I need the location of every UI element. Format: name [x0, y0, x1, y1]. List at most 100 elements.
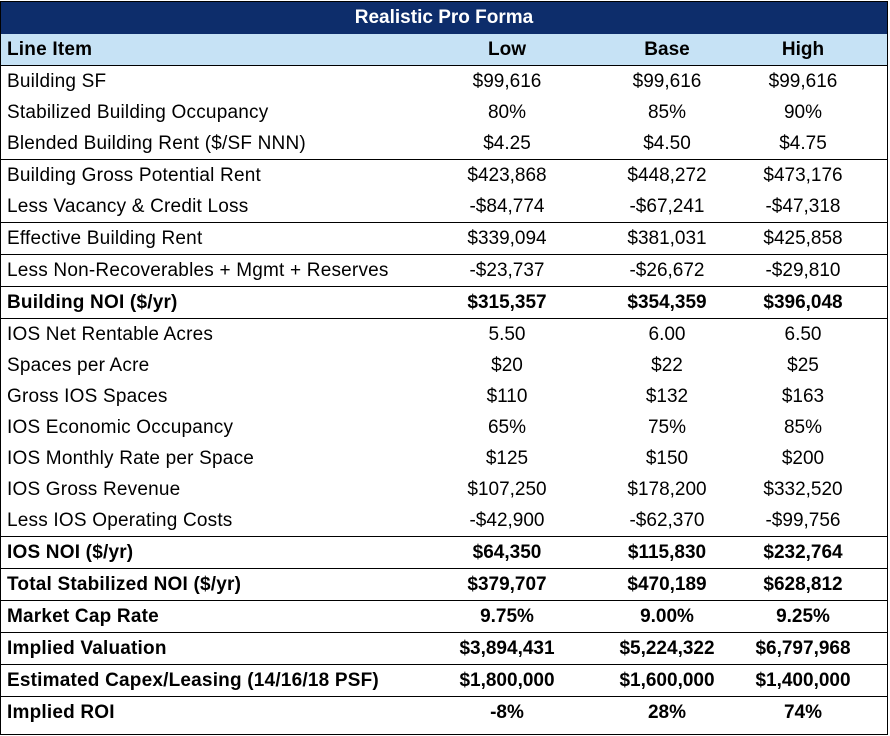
cell-high: $163: [781, 385, 825, 407]
table-row: Spaces per Acre $20 $22 $25: [1, 350, 887, 381]
cell-high: $396,048: [763, 291, 843, 313]
cell-low: $20: [491, 354, 523, 376]
cell-high: $4.75: [779, 132, 827, 154]
cell-base: 28%: [647, 701, 687, 723]
row-label: Market Cap Rate: [7, 605, 159, 627]
cell-base: $22: [651, 354, 683, 376]
header-base: Base: [644, 38, 690, 60]
cell-low: -$42,900: [469, 509, 545, 531]
cell-base: 9.00%: [640, 605, 694, 627]
cell-high: -$29,810: [765, 259, 841, 281]
cell-low: $423,868: [467, 164, 547, 186]
cell-low: $1,800,000: [459, 669, 555, 691]
cell-high: 90%: [783, 101, 823, 123]
cell-low: 65%: [487, 416, 527, 438]
table-row: Implied Valuation $3,894,431 $5,224,322 $6,…: [1, 632, 887, 664]
cell-low: 9.75%: [480, 605, 534, 627]
cell-base: 6.00: [648, 323, 686, 345]
table-row: Total Stabilized NOI ($/yr) $379,707 $470,…: [1, 568, 887, 600]
table-row: Building SF $99,616 $99,616 $99,616: [1, 66, 887, 97]
cell-low: $4.25: [483, 132, 531, 154]
cell-base: -$26,672: [629, 259, 705, 281]
row-label: Implied ROI: [7, 701, 115, 723]
cell-high: -$99,756: [765, 509, 841, 531]
cell-base: $381,031: [627, 227, 707, 249]
cell-low: $107,250: [467, 478, 547, 500]
cell-high: $332,520: [763, 478, 843, 500]
cell-high: $232,764: [763, 541, 843, 563]
table-row: Gross IOS Spaces $110 $132 $163: [1, 381, 887, 412]
table-row: Blended Building Rent ($/SF NNN) $4.25 $4.…: [1, 128, 887, 159]
cell-base: $470,189: [627, 573, 707, 595]
cell-low: $3,894,431: [459, 637, 555, 659]
cell-low: -8%: [490, 701, 524, 723]
row-label: IOS NOI ($/yr): [7, 541, 134, 563]
cell-high: $6,797,968: [755, 637, 851, 659]
cell-base: $150: [645, 447, 689, 469]
cell-high: -$47,318: [765, 195, 841, 217]
table-row: IOS Gross Revenue $107,250 $178,200 $332,52…: [1, 474, 887, 505]
row-label: Estimated Capex/Leasing (14/16/18 PSF): [7, 669, 379, 691]
row-label: Implied Valuation: [7, 637, 167, 659]
cell-base: 75%: [647, 416, 687, 438]
row-label: Spaces per Acre: [7, 354, 150, 376]
table-row: Building NOI ($/yr) $315,357 $354,359 $396,…: [1, 286, 887, 318]
cell-low: 5.50: [488, 323, 526, 345]
cell-low: $379,707: [467, 573, 547, 595]
header-low: Low: [488, 38, 526, 60]
header-row: Line Item Low Base High: [1, 34, 887, 66]
cell-base: $448,272: [627, 164, 707, 186]
table-title: Realistic Pro Forma: [1, 2, 887, 34]
cell-base: -$62,370: [629, 509, 705, 531]
row-label: Less IOS Operating Costs: [7, 509, 233, 531]
row-label: Less Vacancy & Credit Loss: [7, 195, 249, 217]
table-row: Estimated Capex/Leasing (14/16/18 PSF) $1…: [1, 664, 887, 696]
table-row: Market Cap Rate 9.75% 9.00% 9.25%: [1, 600, 887, 632]
cell-base: -$67,241: [629, 195, 705, 217]
table-body: Building SF $99,616 $99,616 $99,616 Stabiliz…: [1, 66, 887, 728]
cell-high: $628,812: [763, 573, 843, 595]
cell-base: $4.50: [643, 132, 691, 154]
cell-low: $125: [485, 447, 529, 469]
row-label: IOS Monthly Rate per Space: [7, 447, 255, 469]
row-label: IOS Economic Occupancy: [7, 416, 234, 438]
cell-low: $339,094: [467, 227, 547, 249]
row-label: Stabilized Building Occupancy: [7, 101, 269, 123]
cell-high: 9.25%: [776, 605, 830, 627]
table-row: Implied ROI -8% 28% 74%: [1, 696, 887, 728]
cell-low: 80%: [487, 101, 527, 123]
table-row: Stabilized Building Occupancy 80% 85% 90%: [1, 97, 887, 128]
cell-low: $110: [486, 385, 528, 407]
cell-high: 6.50: [784, 323, 822, 345]
row-label: Gross IOS Spaces: [7, 385, 168, 407]
row-label: Building SF: [7, 70, 107, 92]
cell-base: $115,830: [627, 541, 707, 563]
cell-base: $178,200: [627, 478, 707, 500]
row-label: Building Gross Potential Rent: [7, 164, 261, 186]
cell-low: -$84,774: [469, 195, 545, 217]
row-label: Less Non-Recoverables + Mgmt + Reserves: [7, 259, 389, 281]
cell-low: $99,616: [472, 70, 542, 92]
table-row: IOS Monthly Rate per Space $125 $150 $200: [1, 443, 887, 474]
row-label: Total Stabilized NOI ($/yr): [7, 573, 242, 595]
table-row: Effective Building Rent $339,094 $381,031 $…: [1, 222, 887, 254]
table-row: Less IOS Operating Costs -$42,900 -$62,370…: [1, 505, 887, 536]
table-row: IOS Net Rentable Acres 5.50 6.00 6.50: [1, 318, 887, 350]
cell-base: $99,616: [632, 70, 702, 92]
cell-base: $354,359: [627, 291, 707, 313]
table-row: Building Gross Potential Rent $423,868 $44…: [1, 159, 887, 191]
cell-low: -$23,737: [469, 259, 545, 281]
table-row: Less Non-Recoverables + Mgmt + Reserves -…: [1, 254, 887, 286]
cell-low: $315,357: [467, 291, 547, 313]
cell-high: 74%: [783, 701, 823, 723]
cell-high: $200: [781, 447, 825, 469]
cell-high: $473,176: [763, 164, 843, 186]
table-row: IOS Economic Occupancy 65% 75% 85%: [1, 412, 887, 443]
row-label: Blended Building Rent ($/SF NNN): [7, 132, 306, 154]
row-label: Effective Building Rent: [7, 227, 203, 249]
table-row: Less Vacancy & Credit Loss -$84,774 -$67,2…: [1, 191, 887, 222]
cell-low: $64,350: [472, 541, 542, 563]
cell-base: $132: [645, 385, 689, 407]
row-label: IOS Gross Revenue: [7, 478, 181, 500]
